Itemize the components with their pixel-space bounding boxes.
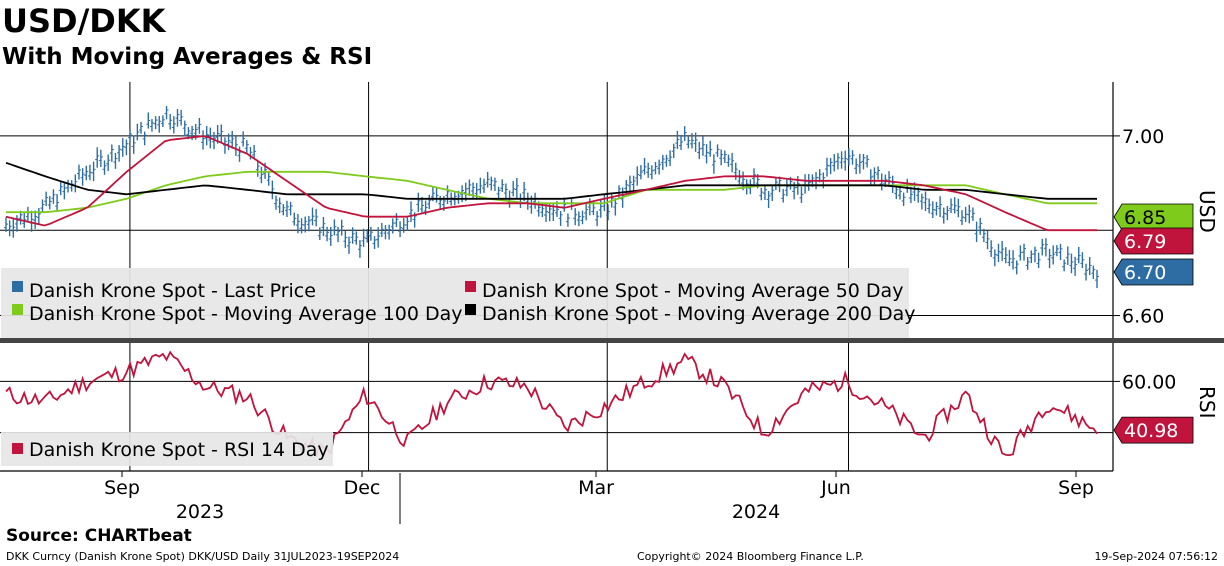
legend-label: Danish Krone Spot - Moving Average 100 D… xyxy=(29,303,463,325)
legend-swatch xyxy=(465,281,476,292)
x-year-label: 2023 xyxy=(176,501,224,523)
legend-swatch xyxy=(12,443,23,454)
price-axis-label: USD xyxy=(1195,190,1219,233)
x-tick-label: Sep xyxy=(104,477,140,499)
footer-center: Copyright© 2024 Bloomberg Finance L.P. xyxy=(637,550,864,563)
legend-label: Danish Krone Spot - RSI 14 Day xyxy=(29,439,329,461)
x-tick-label: Jun xyxy=(820,477,851,499)
last-value-flag-ma50-label: 6.79 xyxy=(1124,231,1166,253)
legend-swatch xyxy=(465,304,476,315)
footer-left: DKK Curncy (Danish Krone Spot) DKK/USD D… xyxy=(6,550,400,563)
legend-label: Danish Krone Spot - Moving Average 200 D… xyxy=(482,303,916,325)
last-value-flag-rsi-label: 40.98 xyxy=(1124,420,1178,442)
x-tick-label: Sep xyxy=(1058,477,1094,499)
y-tick-label: 7.00 xyxy=(1122,126,1164,148)
price-legend-box xyxy=(1,268,909,338)
legend-label: Danish Krone Spot - Moving Average 50 Da… xyxy=(482,280,903,302)
source-label: Source: CHARTbeat xyxy=(6,526,192,546)
last-value-flag-ma50 xyxy=(1113,227,1194,255)
rsi-legend-box xyxy=(1,432,333,466)
chart-subtitle: With Moving Averages & RSI xyxy=(2,44,373,70)
footer-right: 19-Sep-2024 07:56:12 xyxy=(1094,550,1218,563)
x-tick-label: Mar xyxy=(578,477,614,499)
x-tick-label: Dec xyxy=(344,477,381,499)
ma50-line xyxy=(5,135,1097,232)
rsi-axis-label: RSI xyxy=(1195,386,1219,419)
last-value-flag-rsi xyxy=(1113,416,1194,444)
rsi-line xyxy=(5,350,1098,457)
last-value-flag-ma100-label: 6.85 xyxy=(1124,207,1166,229)
y-tick-label: 60.00 xyxy=(1122,371,1176,393)
last-value-flag-ma100 xyxy=(1113,203,1194,231)
panel-divider xyxy=(0,338,1224,343)
ma100-line xyxy=(6,170,1097,214)
legend-swatch xyxy=(12,304,23,315)
last-value-flag-last_price xyxy=(1113,258,1194,286)
legend-swatch xyxy=(12,281,23,292)
legend-label: Danish Krone Spot - Last Price xyxy=(29,280,316,302)
ma200-line xyxy=(5,161,1097,200)
x-year-label: 2024 xyxy=(732,501,780,523)
y-tick-label: 6.60 xyxy=(1122,306,1164,328)
chart-title: USD/DKK xyxy=(2,2,166,40)
last-value-flag-last_price-label: 6.70 xyxy=(1124,262,1166,284)
